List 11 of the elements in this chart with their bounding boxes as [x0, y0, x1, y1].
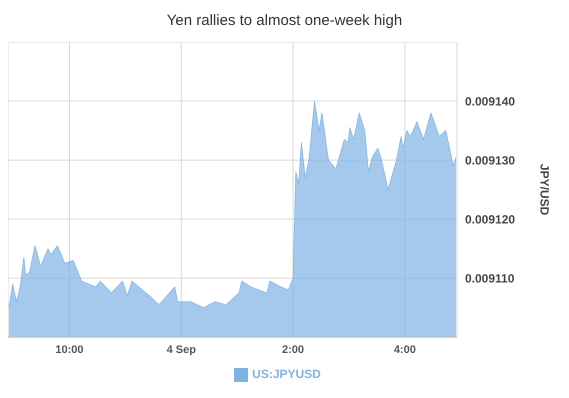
y-tick-label: 0.009120 [465, 212, 516, 226]
x-tick-label: 4:00 [394, 344, 416, 356]
y-tick-label: 0.009130 [465, 153, 516, 168]
chart-title: Yen rallies to almost one-week high [166, 11, 404, 31]
x-tick-label: 10:00 [55, 344, 84, 356]
y-axis-title: JPY/USD [538, 164, 552, 216]
legend-label: US:JPYUSD [252, 367, 321, 382]
x-tick-label: 2:00 [282, 344, 304, 356]
x-tick-label: 4 Sep [166, 344, 196, 356]
y-tick-label: 0.009140 [465, 94, 516, 108]
y-tick-label: 0.009110 [465, 271, 515, 286]
